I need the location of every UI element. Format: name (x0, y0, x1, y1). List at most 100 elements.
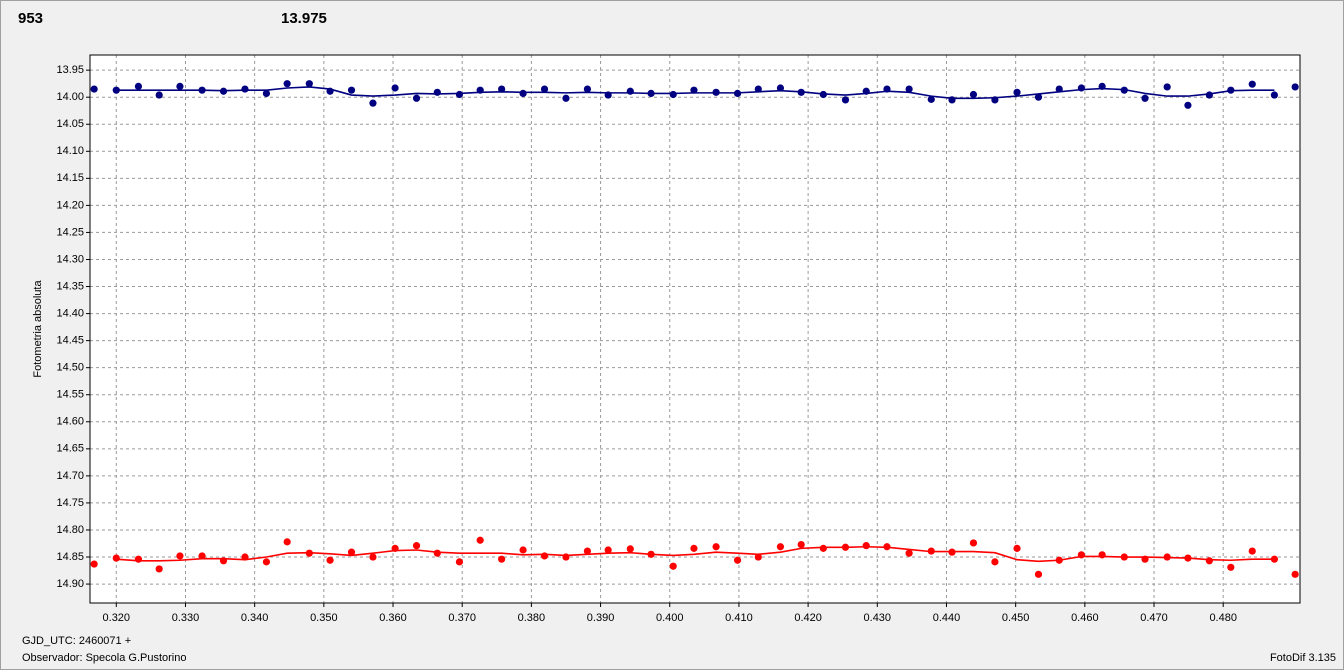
data-point (991, 558, 999, 566)
footer-observer: Observador: Specola G.Pustorino (22, 652, 186, 664)
x-tick-label: 0.320 (103, 612, 131, 624)
data-point (712, 88, 720, 96)
data-point (1034, 570, 1043, 578)
data-point (369, 553, 377, 561)
x-tick-label: 0.440 (933, 612, 961, 624)
data-point (562, 94, 570, 102)
y-tick-label: 14.70 (56, 470, 84, 482)
y-tick-label: 14.20 (56, 199, 84, 211)
y-tick-label: 14.25 (56, 226, 84, 238)
data-point (1077, 551, 1085, 559)
data-point (1141, 555, 1149, 563)
data-point (905, 549, 913, 557)
x-tick-label: 0.410 (725, 612, 753, 624)
data-point (347, 86, 356, 94)
data-point (733, 556, 742, 564)
data-point (841, 96, 850, 104)
data-point (1184, 554, 1192, 562)
data-point (112, 554, 120, 562)
data-point (1098, 82, 1106, 90)
y-tick-label: 14.15 (56, 172, 84, 184)
data-point (155, 565, 163, 573)
data-point (626, 87, 634, 95)
data-point (305, 549, 313, 557)
x-tick-label: 0.330 (172, 612, 200, 624)
data-point (819, 544, 827, 552)
footer-version: FotoDif 3.135 (1270, 652, 1336, 664)
data-point (241, 553, 249, 561)
data-point (433, 88, 441, 96)
data-point (948, 548, 956, 556)
data-point (797, 88, 805, 96)
data-point (1227, 86, 1235, 94)
data-point (198, 552, 206, 560)
data-point (262, 89, 271, 98)
data-point (262, 558, 271, 566)
data-point (1163, 83, 1171, 91)
x-tick-label: 0.470 (1140, 612, 1168, 624)
data-point (690, 86, 698, 94)
data-point (604, 91, 612, 99)
data-point (927, 95, 935, 103)
data-point (1013, 544, 1021, 552)
data-point (1227, 563, 1235, 571)
x-tick-label: 0.350 (310, 612, 338, 624)
data-point (476, 86, 484, 94)
data-point (712, 543, 720, 551)
y-tick-label: 14.30 (56, 253, 84, 265)
data-point (155, 91, 163, 99)
data-point (519, 89, 527, 98)
data-point (198, 86, 206, 94)
x-tick-label: 0.460 (1071, 612, 1099, 624)
data-point (604, 546, 612, 554)
y-tick-label: 14.65 (56, 443, 84, 455)
data-point (1013, 88, 1021, 96)
data-point (498, 85, 506, 93)
x-tick-label: 0.340 (241, 612, 269, 624)
data-point (1055, 556, 1063, 564)
data-point (391, 544, 399, 552)
data-point (1248, 80, 1256, 88)
data-point (176, 82, 184, 90)
data-point (1270, 555, 1279, 563)
data-point (669, 90, 677, 99)
data-point (754, 85, 762, 93)
data-point (540, 552, 549, 560)
data-point (862, 542, 870, 550)
data-point (969, 539, 978, 547)
data-point (1077, 84, 1085, 92)
data-point (862, 87, 870, 95)
y-axis-label: Fotometria absoluta (32, 280, 44, 378)
header-right-value: 13.975 (281, 10, 327, 27)
data-point (1205, 91, 1213, 99)
y-tick-label: 14.40 (56, 307, 84, 319)
y-tick-label: 14.75 (56, 497, 84, 509)
data-point (519, 546, 527, 554)
data-point (1034, 93, 1043, 101)
x-tick-label: 0.400 (656, 612, 684, 624)
data-point (1291, 83, 1299, 91)
data-point (1205, 557, 1213, 565)
data-point (134, 82, 143, 90)
data-point (412, 94, 421, 102)
y-tick-label: 14.60 (56, 416, 84, 428)
data-point (883, 85, 891, 93)
data-point (455, 558, 464, 566)
data-point (754, 553, 762, 561)
x-tick-label: 0.390 (587, 612, 615, 624)
data-point (498, 555, 506, 563)
data-point (969, 90, 978, 99)
data-point (1120, 86, 1128, 94)
data-point (347, 548, 356, 556)
y-tick-label: 14.50 (56, 362, 84, 374)
data-point (1120, 553, 1128, 561)
data-point (391, 84, 399, 92)
data-point (841, 543, 850, 551)
y-tick-label: 14.05 (56, 118, 84, 130)
plot-area (90, 55, 1300, 603)
x-tick-label: 0.420 (794, 612, 822, 624)
data-point (583, 85, 592, 93)
data-point (1248, 547, 1256, 555)
footer-gjd: GJD_UTC: 2460071 + (22, 635, 131, 647)
